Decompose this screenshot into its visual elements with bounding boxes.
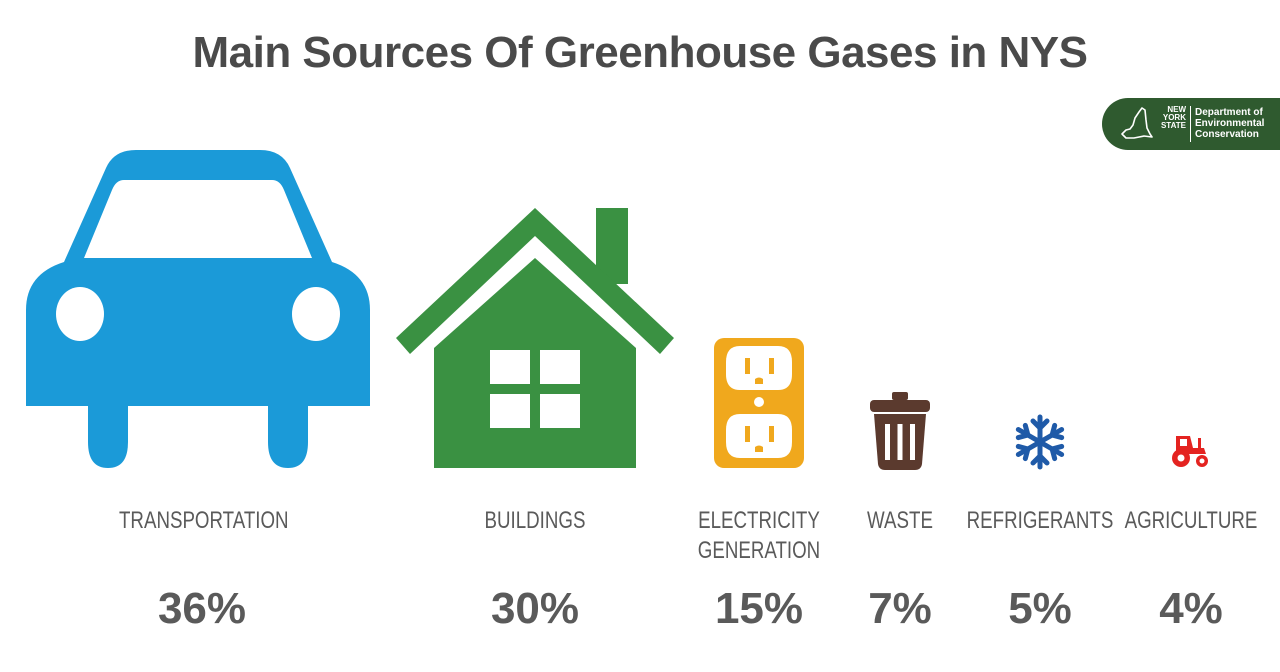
car-icon: [26, 150, 370, 468]
trash-can-icon: [870, 392, 930, 470]
category-label-buildings: BUILDINGS: [484, 507, 586, 534]
value-label-agriculture: 4%: [1159, 584, 1223, 633]
house-icon: [396, 208, 674, 468]
category-label-electricity-generation: ELECTRICITY GENERATION: [697, 507, 821, 564]
house-wall: [434, 258, 636, 468]
logo-state-text: NEW YORK STATE: [1160, 105, 1186, 130]
category-label-transportation: TRANSPORTATION: [119, 507, 289, 534]
snowflake-icon: [1012, 414, 1068, 470]
category-label-waste: WASTE: [867, 507, 933, 534]
outlet-icon: [714, 338, 804, 468]
value-label-transportation: 36%: [157, 584, 247, 633]
car-headlight-left: [56, 287, 104, 341]
car-windshield: [84, 180, 312, 258]
value-label-buildings: 30%: [490, 584, 580, 633]
house-roof: [396, 208, 674, 354]
chart-title: Main Sources Of Greenhouse Gases in NYS: [192, 28, 1088, 77]
nys-dec-logo: NEW YORK STATE Department of Environment…: [1102, 98, 1280, 150]
tractor-icon: [1172, 436, 1208, 467]
value-label-refrigerants: 5%: [1008, 584, 1072, 633]
value-label-waste: 7%: [868, 584, 932, 633]
ny-state-outline-icon: [1121, 107, 1153, 139]
logo-divider: [1190, 106, 1191, 142]
value-label-electricity-generation: 15%: [714, 584, 804, 633]
category-label-agriculture: AGRICULTURE: [1124, 507, 1258, 534]
car-headlight-right: [292, 287, 340, 341]
category-label-refrigerants: REFRIGERANTS: [966, 507, 1114, 534]
logo-department-text: Department of Environmental Conservation: [1195, 107, 1265, 140]
